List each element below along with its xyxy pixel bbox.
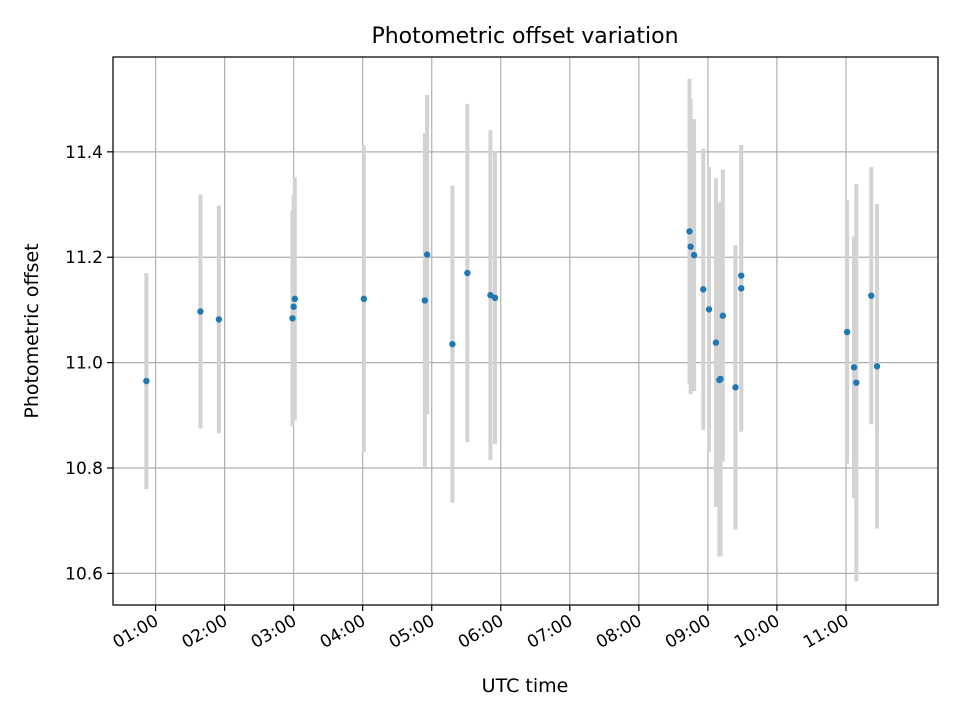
data-point xyxy=(732,384,739,391)
plot-frame xyxy=(112,56,939,606)
x-tick-label: 05:00 xyxy=(386,611,438,653)
x-tick-label: 03:00 xyxy=(248,611,300,653)
data-point xyxy=(850,364,858,371)
y-axis: 10.6 10.8 11.0 11.2 11.4 xyxy=(65,143,113,584)
data-point xyxy=(690,251,698,259)
x-tick-label: 02:00 xyxy=(179,611,231,653)
grid xyxy=(113,57,938,605)
x-axis-label: UTC time xyxy=(482,675,569,697)
data-point xyxy=(421,297,429,304)
data-point xyxy=(291,295,298,303)
data-point xyxy=(700,286,707,293)
data-point xyxy=(289,315,296,322)
error-bars xyxy=(144,78,880,582)
y-tick-label: 11.2 xyxy=(65,248,103,268)
x-tick-label: 08:00 xyxy=(593,611,645,653)
chart-title: Photometric offset variation xyxy=(371,24,678,49)
y-tick-label: 10.6 xyxy=(65,564,103,584)
x-tick-label: 01:00 xyxy=(110,611,162,653)
x-tick-label: 06:00 xyxy=(455,611,507,653)
data-point xyxy=(738,272,745,279)
data-point xyxy=(712,339,720,346)
data-point xyxy=(738,285,745,292)
x-tick-label: 04:00 xyxy=(317,611,369,653)
x-tick-label: 10:00 xyxy=(731,611,783,653)
data-point xyxy=(423,251,431,258)
data-point xyxy=(686,228,693,235)
data-point xyxy=(143,377,150,385)
data-point xyxy=(464,269,471,277)
data-point xyxy=(873,363,881,370)
data-point xyxy=(491,294,499,302)
data-point xyxy=(843,328,851,336)
data-point xyxy=(687,243,694,250)
y-tick-label: 11.4 xyxy=(65,143,103,163)
y-tick-label: 11.0 xyxy=(65,354,103,374)
data-point xyxy=(719,312,727,319)
data-point xyxy=(705,306,713,313)
data-points xyxy=(143,228,881,391)
data-point xyxy=(449,340,456,348)
data-point xyxy=(215,316,223,323)
x-tick-label: 09:00 xyxy=(662,611,714,653)
data-point xyxy=(290,303,297,310)
data-point xyxy=(853,379,860,386)
data-point xyxy=(717,375,724,383)
y-axis-label: Photometric offset xyxy=(21,243,43,418)
x-axis: 01:00 02:00 03:00 04:00 05:00 06:00 07:00 08:00… xyxy=(110,605,852,653)
x-tick-label: 11:00 xyxy=(800,611,852,653)
data-point xyxy=(868,292,875,299)
data-point xyxy=(197,308,204,315)
y-tick-label: 10.8 xyxy=(65,459,103,479)
x-tick-label: 07:00 xyxy=(524,611,576,653)
data-point xyxy=(360,295,368,303)
